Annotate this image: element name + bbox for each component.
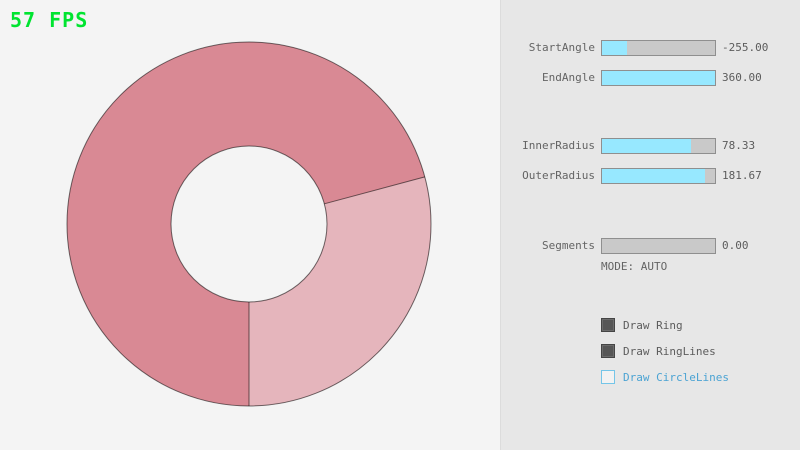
- slider-row-startangle: StartAngle -255.00: [501, 40, 800, 56]
- canvas-area: 57 FPS: [10, 8, 432, 407]
- slider-row-outerradius: OuterRadius 181.67: [501, 168, 800, 184]
- slider-fill: [602, 41, 627, 55]
- slider-value-outerradius: 181.67: [722, 169, 762, 182]
- fps-counter: 57 FPS: [10, 8, 89, 32]
- control-panel: StartAngle -255.00 EndAngle 360.00 Inner…: [500, 0, 800, 450]
- checkbox-draw-ring[interactable]: Draw Ring: [601, 318, 791, 334]
- slider-fill: [602, 71, 715, 85]
- slider-label-startangle: StartAngle: [528, 41, 595, 54]
- checkbox-label: Draw Ring: [623, 319, 683, 332]
- slider-row-innerradius: InnerRadius 78.33: [501, 138, 800, 154]
- checkbox-box-icon: [601, 344, 615, 358]
- slider-label-innerradius: InnerRadius: [522, 139, 595, 152]
- checkbox-label: Draw CircleLines: [623, 371, 729, 384]
- slider-value-innerradius: 78.33: [722, 139, 756, 152]
- slider-startangle[interactable]: [601, 40, 716, 56]
- checkbox-label: Draw RingLines: [623, 345, 716, 358]
- slider-endangle[interactable]: [601, 70, 716, 86]
- slider-fill: [602, 139, 692, 153]
- slider-row-segments: Segments 0.00: [501, 238, 800, 254]
- ring-chart: [66, 41, 432, 407]
- slider-label-segments: Segments: [542, 239, 595, 252]
- slider-value-startangle: -255.00: [722, 41, 769, 54]
- checkbox-box-icon: [601, 318, 615, 332]
- checkbox-box-icon: [601, 370, 615, 384]
- slider-fill: [602, 169, 705, 183]
- slider-value-endangle: 360.00: [722, 71, 762, 84]
- slider-row-endangle: EndAngle 360.00: [501, 70, 800, 86]
- slider-innerradius[interactable]: [601, 138, 716, 154]
- checkbox-draw-ringlines[interactable]: Draw RingLines: [601, 344, 791, 360]
- slider-outerradius[interactable]: [601, 168, 716, 184]
- slider-label-endangle: EndAngle: [542, 71, 595, 84]
- slider-segments[interactable]: [601, 238, 716, 254]
- mode-label: MODE: AUTO: [601, 260, 668, 273]
- slider-value-segments: 0.00: [722, 239, 749, 252]
- checkbox-draw-circlelines[interactable]: Draw CircleLines: [601, 370, 791, 386]
- slider-label-outerradius: OuterRadius: [522, 169, 595, 182]
